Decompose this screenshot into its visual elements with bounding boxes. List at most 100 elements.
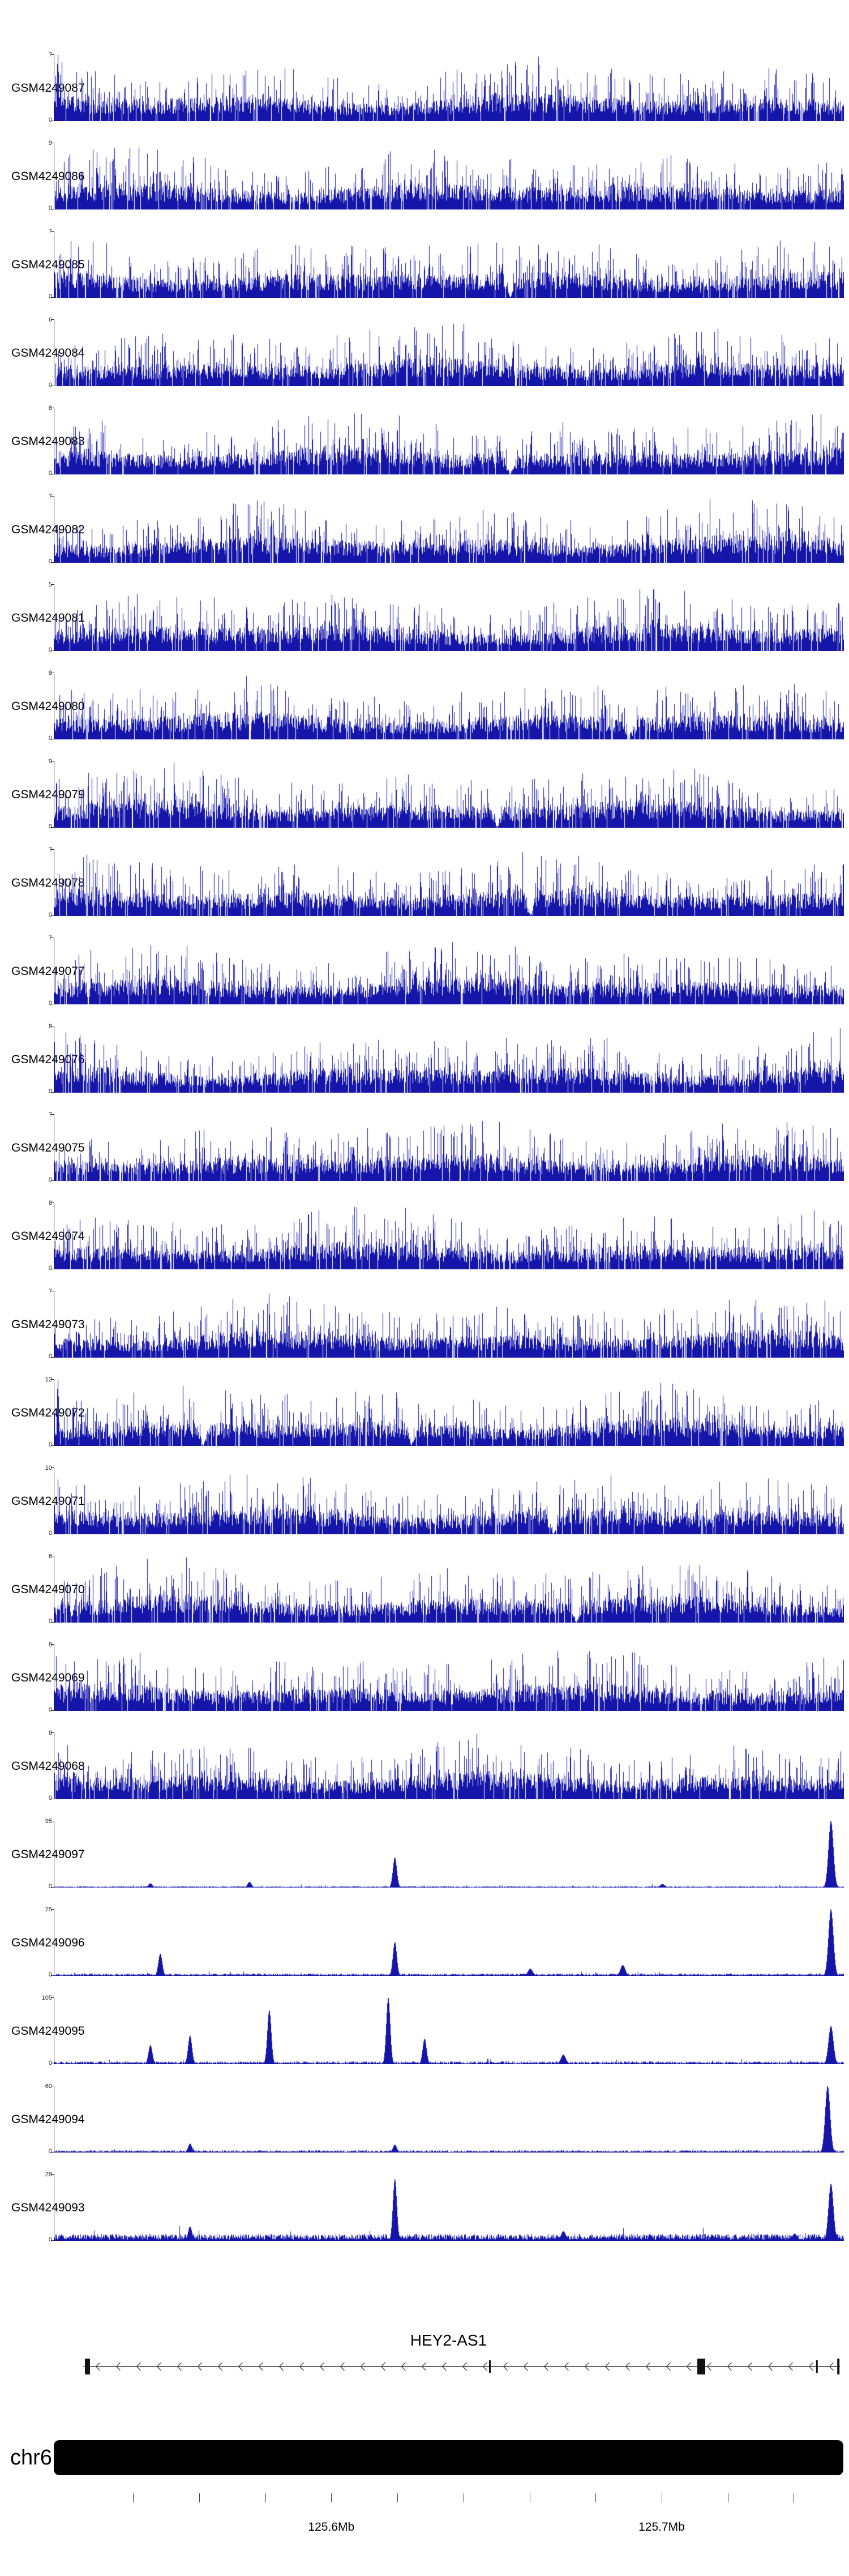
- y-axis-min-label: 0: [48, 2236, 52, 2243]
- y-axis-max-label: 105: [41, 1995, 52, 2001]
- track-plot: 7 0: [49, 935, 844, 1007]
- strand-arrow-left-icon: [299, 2362, 305, 2371]
- coverage-track-row: GSM4249094 60 0: [0, 2081, 849, 2170]
- axis-tick: [133, 2493, 134, 2502]
- strand-arrow-left-icon: [441, 2362, 447, 2371]
- coverage-signal-canvas: [54, 1467, 844, 1534]
- y-axis-min-label: 0: [48, 1530, 52, 1537]
- coverage-signal-canvas: [54, 584, 844, 651]
- coverage-track-row: GSM4249082 7 0: [0, 491, 849, 580]
- y-axis-max-label: 9: [48, 758, 52, 765]
- coverage-track-row: GSM4249083 8 0: [0, 403, 849, 491]
- axis-coordinate-label: 125.6Mb: [308, 2521, 355, 2534]
- track-plot: 95 0: [45, 1818, 844, 1890]
- y-axis-min-label: 0: [48, 1795, 52, 1802]
- strand-arrow-left-icon: [319, 2362, 325, 2371]
- y-axis-min-label: 0: [48, 1706, 52, 1713]
- y-axis-min-label: 0: [48, 470, 52, 477]
- track-plot: 6 0: [49, 317, 844, 388]
- strand-arrow-left-icon: [666, 2362, 671, 2371]
- track-plot: 7 0: [49, 229, 844, 300]
- axis-tick: [331, 2493, 332, 2502]
- coverage-track-row: GSM4249093 28 0: [0, 2170, 849, 2258]
- coverage-signal-canvas: [54, 1026, 844, 1093]
- chromosome-ideogram: [54, 2440, 843, 2475]
- y-axis-min-label: 0: [48, 205, 52, 212]
- coverage-track-row: GSM4249074 8 0: [0, 1198, 849, 1286]
- y-axis-min-label: 0: [48, 1971, 52, 1978]
- coverage-track-row: GSM4249097 95 0: [0, 1816, 849, 1905]
- y-axis-min-label: 0: [48, 647, 52, 653]
- y-axis-max-label: 28: [45, 2171, 52, 2178]
- y-axis-max-label: 75: [45, 1906, 52, 1913]
- y-axis-max-label: 6: [48, 316, 52, 323]
- y-axis-max-label: 7: [48, 1111, 52, 1118]
- chromosome-label: chr6: [10, 2446, 52, 2470]
- gene-exon: [837, 2359, 840, 2374]
- track-plot: 5 0: [49, 582, 844, 653]
- y-axis-max-label: 7: [48, 1288, 52, 1295]
- y-axis-min-label: 0: [48, 1441, 52, 1448]
- strand-arrow-left-icon: [156, 2362, 162, 2371]
- coverage-track-row: GSM4249072 12 0: [0, 1375, 849, 1463]
- y-axis-max-label: 6: [48, 1553, 52, 1560]
- strand-arrow-left-icon: [788, 2362, 794, 2371]
- y-axis-max-label: 8: [48, 1641, 52, 1648]
- strand-arrow-left-icon: [645, 2362, 651, 2371]
- coverage-track-row: GSM4249081 5 0: [0, 580, 849, 668]
- coverage-track-row: GSM4249078 7 0: [0, 845, 849, 933]
- coverage-track-row: GSM4249075 7 0: [0, 1110, 849, 1198]
- coverage-track-row: GSM4249079 9 0: [0, 756, 849, 845]
- y-axis-max-label: 7: [48, 228, 52, 235]
- coverage-signal-canvas: [54, 1732, 844, 1799]
- strand-arrow-left-icon: [197, 2362, 203, 2371]
- track-plot: 9 0: [49, 759, 844, 830]
- y-axis-max-label: 8: [48, 670, 52, 677]
- coverage-signal-canvas: [54, 231, 844, 298]
- coverage-track-row: GSM4249073 7 0: [0, 1286, 849, 1375]
- coverage-track-row: GSM4249086 9 0: [0, 138, 849, 226]
- coverage-track-row: GSM4249071 10 0: [0, 1463, 849, 1551]
- coverage-track-row: GSM4249080 8 0: [0, 668, 849, 756]
- coverage-signal-canvas: [54, 1203, 844, 1269]
- strand-arrow-left-icon: [482, 2362, 488, 2371]
- coverage-signal-canvas: [54, 496, 844, 563]
- track-plot: 8 0: [49, 1200, 844, 1272]
- strand-arrow-left-icon: [462, 2362, 468, 2371]
- y-axis-min-label: 0: [48, 912, 52, 918]
- coverage-track-row: GSM4249076 8 0: [0, 1021, 849, 1110]
- track-plot: 6 0: [49, 1554, 844, 1625]
- track-plot: 7 0: [49, 847, 844, 918]
- y-axis-min-label: 0: [48, 1000, 52, 1007]
- coverage-signal-canvas: [54, 143, 844, 209]
- axis-tick: [265, 2493, 266, 2502]
- track-plot: 7 0: [49, 1112, 844, 1183]
- strand-arrow-left-icon: [523, 2362, 529, 2371]
- y-axis-max-label: 5: [48, 581, 52, 588]
- strand-arrow-left-icon: [604, 2362, 610, 2371]
- strand-arrow-left-icon: [380, 2362, 386, 2371]
- axis-coordinate-label: 125.7Mb: [638, 2521, 685, 2534]
- track-plot: 105 0: [42, 1995, 844, 2066]
- coverage-signal-canvas: [54, 1556, 844, 1623]
- coverage-track-row: GSM4249084 6 0: [0, 315, 849, 403]
- strand-arrow-left-icon: [767, 2362, 773, 2371]
- coverage-signal-canvas: [54, 673, 844, 739]
- y-axis-min-label: 0: [48, 823, 52, 830]
- track-plot: 7 0: [49, 52, 844, 123]
- track-plot: 8 0: [49, 405, 844, 477]
- strand-arrow-left-icon: [829, 2362, 834, 2371]
- track-plot: 60 0: [45, 2083, 844, 2155]
- strand-arrow-left-icon: [706, 2362, 712, 2371]
- track-plot: 9 0: [49, 140, 844, 212]
- strand-arrow-left-icon: [115, 2362, 121, 2371]
- coverage-signal-canvas: [54, 938, 844, 1004]
- coverage-signal-canvas: [54, 1379, 844, 1446]
- y-axis-max-label: 8: [48, 1730, 52, 1736]
- track-plot: 8 0: [49, 1730, 844, 1802]
- y-axis-min-label: 0: [48, 558, 52, 565]
- coverage-track-row: GSM4249069 8 0: [0, 1640, 849, 1728]
- coverage-signal-canvas: [54, 761, 844, 828]
- coverage-track-row: GSM4249096 75 0: [0, 1905, 849, 1993]
- coverage-signal-canvas: [54, 1909, 844, 1976]
